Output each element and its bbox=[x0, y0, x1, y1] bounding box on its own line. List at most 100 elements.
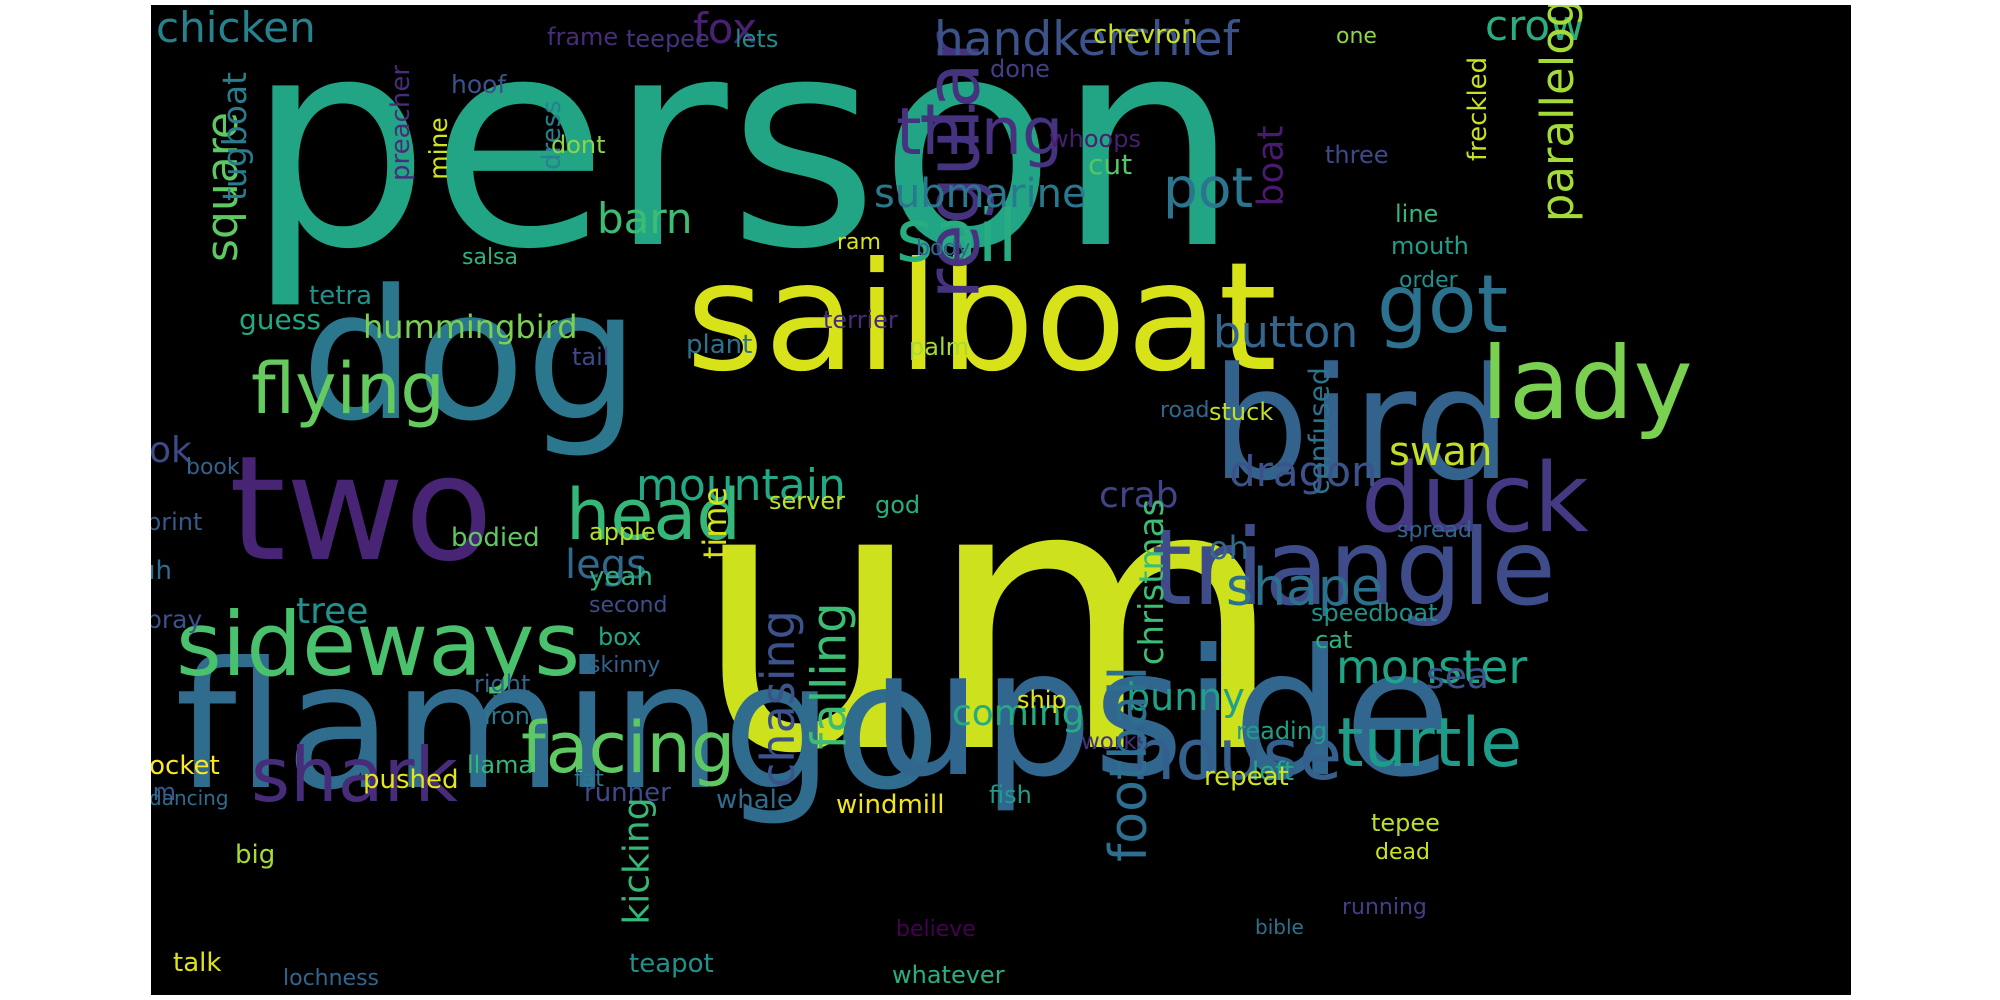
word-33-shape: shape bbox=[1226, 558, 1383, 618]
word-90-box: box bbox=[598, 623, 642, 651]
word-42-bunny: bunny bbox=[1126, 675, 1245, 719]
word-8-triangle: triangle bbox=[1151, 507, 1556, 629]
word-53-mine: mine bbox=[423, 117, 453, 180]
word-2-sailboat: sailboat bbox=[686, 231, 1278, 405]
word-46-sea: sea bbox=[1426, 656, 1489, 697]
word-97-speedboat: speedboat bbox=[1311, 599, 1438, 627]
word-41-coming: coming bbox=[952, 693, 1085, 734]
word-59-done: done bbox=[990, 55, 1050, 83]
word-71-body: body bbox=[916, 236, 971, 261]
word-124-whatever: whatever bbox=[892, 961, 1005, 989]
word-24-crow: crow bbox=[1485, 5, 1585, 50]
word-123-teapot: teapot bbox=[629, 949, 714, 979]
word-86-yeah: yeah bbox=[589, 562, 653, 592]
word-122-talk: talk bbox=[173, 948, 222, 978]
word-38-legs: legs bbox=[565, 542, 647, 588]
word-114-football: football bbox=[1099, 665, 1160, 863]
word-36-swan: swan bbox=[1389, 429, 1493, 475]
word-93-iron: iron bbox=[484, 702, 530, 730]
word-81-server: server bbox=[769, 487, 845, 515]
word-4-bird: bird bbox=[1211, 334, 1512, 515]
word-cloud-canvas: person um sailboat dog bird two flamingo upside… bbox=[151, 5, 1851, 995]
word-89-second: second bbox=[589, 593, 668, 618]
word-82-god: god bbox=[875, 491, 921, 519]
word-0-person: person bbox=[246, 5, 1241, 313]
word-85-time: time bbox=[696, 486, 735, 560]
word-44-ok: ok bbox=[151, 430, 192, 471]
word-64-cut: cut bbox=[1088, 148, 1133, 181]
word-63-dont: dont bbox=[551, 131, 606, 159]
word-51-tugboat: tugboat bbox=[215, 71, 255, 202]
word-104-rocket: rocket bbox=[151, 751, 220, 781]
word-68-mouth: mouth bbox=[1391, 232, 1469, 260]
word-11-duck: duck bbox=[1361, 444, 1589, 554]
word-101-reading: reading bbox=[1236, 717, 1328, 745]
word-56-frame: frame bbox=[547, 23, 619, 51]
word-73-terrier: terrier bbox=[823, 306, 898, 334]
word-14-shark: shark bbox=[251, 731, 458, 819]
word-37-crab: crab bbox=[1099, 475, 1179, 516]
word-106-im: im bbox=[151, 778, 177, 806]
word-67-line: line bbox=[1395, 200, 1439, 228]
word-45-oh: oh bbox=[1209, 529, 1249, 567]
word-121-bible: bible bbox=[1255, 915, 1304, 939]
word-118-big: big bbox=[235, 840, 276, 870]
word-23-handkerchief: handkerchief bbox=[934, 12, 1240, 67]
word-72-salsa: salsa bbox=[462, 245, 518, 270]
word-100-works: works bbox=[1081, 729, 1149, 755]
word-107-dancing: dancing bbox=[151, 786, 229, 810]
word-112-windmill: windmill bbox=[836, 790, 945, 820]
word-87-uh: uh bbox=[151, 556, 172, 586]
word-31-parallelogram: parallelogram bbox=[1531, 5, 1585, 223]
word-84-apple: apple bbox=[589, 518, 656, 546]
word-3-dog: dog bbox=[301, 252, 640, 461]
word-70-ram: ram bbox=[837, 230, 881, 255]
word-117-running: running bbox=[1342, 895, 1427, 920]
word-50-guess: guess bbox=[239, 303, 321, 336]
word-108-pushed: pushed bbox=[363, 765, 459, 795]
word-43-hummingbird: hummingbird bbox=[363, 308, 578, 346]
word-91-skinny: skinny bbox=[589, 653, 661, 678]
word-92-right: right bbox=[474, 670, 531, 698]
word-18-head: head bbox=[566, 474, 741, 556]
word-34-mountain: mountain bbox=[636, 460, 846, 511]
word-25-chicken: chicken bbox=[156, 5, 316, 52]
word-95-falling: falling bbox=[801, 602, 858, 750]
word-105-llama: llama bbox=[467, 751, 534, 779]
word-40-tree: tree bbox=[296, 591, 369, 632]
word-30-barn: barn bbox=[597, 194, 693, 243]
word-77-road: road bbox=[1160, 398, 1210, 423]
word-19-sail: sail bbox=[896, 194, 1018, 278]
word-16-house: house bbox=[1131, 714, 1343, 796]
word-52-preacher: preacher bbox=[386, 64, 417, 182]
word-120-believe: believe bbox=[896, 917, 976, 942]
word-83-bodied: bodied bbox=[451, 523, 540, 553]
word-98-cat: cat bbox=[1315, 626, 1353, 654]
word-35-dragon: dragon bbox=[1229, 447, 1378, 496]
word-7-upside: upside bbox=[871, 613, 1452, 816]
word-9-sideways: sideways bbox=[176, 593, 581, 696]
word-116-dead: dead bbox=[1375, 840, 1430, 865]
word-39-monster: monster bbox=[1336, 640, 1528, 694]
word-65-three: three bbox=[1325, 141, 1389, 169]
word-62-whoops: whoops bbox=[1049, 125, 1141, 153]
word-76-palm: palm bbox=[909, 333, 969, 361]
word-1-um: um bbox=[691, 405, 1286, 835]
word-109-fat: fat bbox=[574, 767, 604, 792]
word-47-christmas: christmas bbox=[1132, 498, 1173, 666]
word-61-one: one bbox=[1336, 24, 1377, 49]
word-103-repeat: repeat bbox=[1204, 762, 1289, 792]
word-113-fish: fish bbox=[989, 781, 1032, 809]
word-69-order: order bbox=[1399, 268, 1458, 293]
word-17-turtle: turtle bbox=[1337, 704, 1523, 783]
word-102-left: left bbox=[1252, 757, 1295, 787]
word-111-whale: whale bbox=[716, 785, 793, 815]
word-125-lochness: lochness bbox=[283, 966, 380, 991]
word-88-pray: pray bbox=[151, 605, 203, 634]
word-5-two: two bbox=[229, 425, 494, 594]
word-32-button: button bbox=[1213, 307, 1359, 358]
word-10-lady: lady bbox=[1481, 325, 1693, 442]
word-13-flying: flying bbox=[251, 348, 445, 430]
word-6-flamingo: flamingo bbox=[175, 626, 941, 829]
word-79-book: book bbox=[186, 455, 240, 480]
